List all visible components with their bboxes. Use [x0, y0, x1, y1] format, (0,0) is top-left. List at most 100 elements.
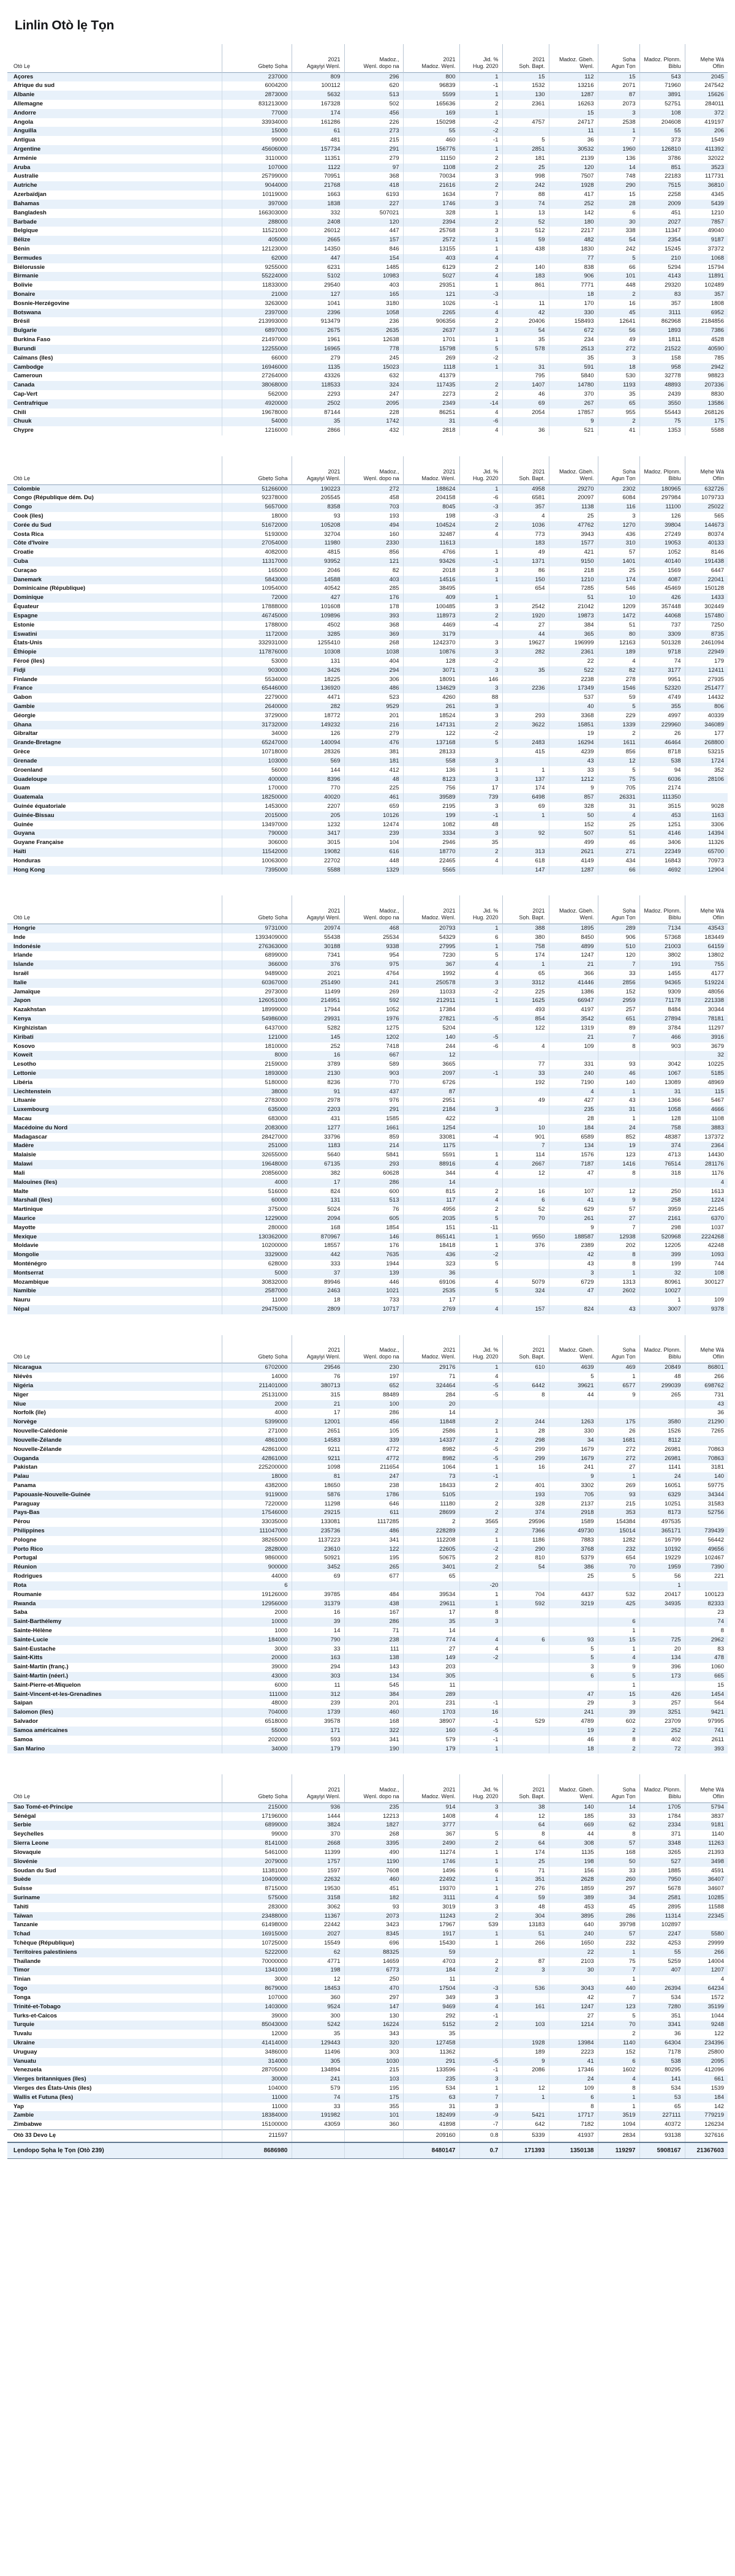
table-row[interactable]: Cuba 11317000 93952 121 93426 -1 1371 9150 1401 4…	[7, 557, 728, 567]
table-row[interactable]: Sainte-Hélène 1000 14 71 14 1 8	[7, 1626, 728, 1636]
table-row[interactable]: Samoa américaines 55000 171 322 160 -5 19 2 252 7…	[7, 1726, 728, 1736]
table-row[interactable]: Saint-Eustache 3000 33 111 27 4 5 1 20 83	[7, 1644, 728, 1654]
table-row[interactable]: Yap 11000 33 355 31 3 8 1 65 142	[7, 2102, 728, 2112]
column-header-avg[interactable]: 2021 Madoz. Wẹnl.	[403, 1335, 460, 1363]
column-header-pop[interactable]: Gbẹtọ Sọha	[222, 456, 292, 484]
table-row[interactable]: Indonésie 276363000 30188 9338 27995 1 758 4899…	[7, 942, 728, 952]
table-row[interactable]: Saba 2000 16 167 17 8 23	[7, 1608, 728, 1618]
table-row[interactable]: Azerbaïdjan 10119000 1663 6193 1634 7 88 417 15 2…	[7, 190, 728, 200]
table-row[interactable]: Salvador 6518000 39578 168 38907 -1 529 4789 602…	[7, 1717, 728, 1727]
table-row[interactable]: Nouvelle-Zélande 4861000 14583 339 14337 2 298…	[7, 1436, 728, 1445]
table-row[interactable]: Zambie 18384000 191982 101 182499 -9 5421 17717…	[7, 2111, 728, 2121]
table-row[interactable]: Congo 5657000 8358 703 8045 -3 357 1138 116 11100…	[7, 503, 728, 512]
table-row[interactable]: Sénégal 17196000 1444 12213 1408 4 12 185 33 1784…	[7, 1812, 728, 1821]
table-row[interactable]: Argentine 45606000 157734 291 156776 1 2851 305…	[7, 145, 728, 154]
table-row[interactable]: Togo 8679000 18453 470 17504 -3 536 3043 440 2639…	[7, 1984, 728, 1994]
table-row[interactable]: Cap-Vert 562000 2293 247 2273 2 46 370 35 2439 883…	[7, 390, 728, 399]
column-header-pub[interactable]: 2021 Agayiyi Wẹnl.	[292, 1335, 345, 1363]
table-row[interactable]: Porto Rico 2828000 23610 122 22605 -2 290 3768 2…	[7, 1545, 728, 1554]
column-header-pub[interactable]: 2021 Agayiyi Wẹnl.	[292, 456, 345, 484]
column-header-stud[interactable]: Madoz. Plọnm. Biblu	[639, 1774, 685, 1803]
table-row[interactable]: Paraguay 7220000 11298 646 11180 2 328 2137 215 1…	[7, 1499, 728, 1509]
column-header-avg[interactable]: 2021 Madoz. Wẹnl.	[403, 456, 460, 484]
table-row[interactable]: Panama 4382000 18650 238 18433 2 401 3302 269 160…	[7, 1481, 728, 1491]
column-header-stud[interactable]: Madoz. Plọnm. Biblu	[639, 44, 685, 72]
table-row[interactable]: Portugal 9860000 50921 195 50675 2 810 5379 654 1…	[7, 1554, 728, 1564]
table-row[interactable]: Salomon (îles) 704000 1739 460 1703 16 241 39 32…	[7, 1708, 728, 1718]
column-header-pub[interactable]: 2021 Agayiyi Wẹnl.	[292, 895, 345, 924]
table-row[interactable]: Australie 25799000 70951 368 70034 3 998 7507 74…	[7, 172, 728, 182]
table-row[interactable]: Pologne 38265000 1137223 341 112208 1 1186 7883…	[7, 1535, 728, 1545]
table-row[interactable]: Féroé (îles) 53000 131 404 128 -2 22 4 74 179	[7, 657, 728, 666]
column-header-pop[interactable]: Gbẹtọ Sọha	[222, 1774, 292, 1803]
column-header-ratio[interactable]: Madoz., Wẹnl. dopo na	[344, 895, 404, 924]
table-row[interactable]: Costa Rica 5193000 32704 160 32487 4 773 3943 43…	[7, 530, 728, 540]
table-row[interactable]: Saint-Martin (franç.) 39000 294 143 203 3 9 396…	[7, 1663, 728, 1672]
column-header-pct[interactable]: Jid. % Hug. 2020	[459, 1335, 503, 1363]
column-header-ratio[interactable]: Madoz., Wẹnl. dopo na	[344, 1335, 404, 1363]
column-header-pion[interactable]: Madoz. Gbeh. Wẹnl.	[549, 895, 598, 924]
table-row[interactable]: Palau 18000 81 247 73 -1 9 1 24 140	[7, 1472, 728, 1482]
table-row[interactable]: Wallis et Futuna (îles) 11000 74 175 63 7 1 6 1 5…	[7, 2093, 728, 2103]
table-row[interactable]: Burkina Faso 21497000 1961 12638 1701 1 35 234 4…	[7, 336, 728, 345]
table-row[interactable]: Gibraltar 34000 126 279 122 -2 19 2 26 177	[7, 729, 728, 739]
column-header-bapt[interactable]: 2021 Sọh. Bapt.	[502, 895, 549, 924]
table-row[interactable]: Botswana 2397000 2396 1058 2265 4 42 330 45 3111 6…	[7, 308, 728, 318]
table-row[interactable]: Madagascar 28427000 33796 859 33081 -4 901 6589…	[7, 1132, 728, 1142]
column-header-pct[interactable]: Jid. % Hug. 2020	[459, 1774, 503, 1803]
table-row[interactable]: Nicaragua 6702000 29546 230 29176 1 610 4639 469…	[7, 1363, 728, 1373]
table-row[interactable]: Vanuatu 314000 305 1030 291 -5 9 41 6 538 2095	[7, 2057, 728, 2066]
column-header-name[interactable]: Otò Lẹ	[7, 1335, 222, 1363]
column-header-pion[interactable]: Madoz. Gbeh. Wẹnl.	[549, 1774, 598, 1803]
table-row[interactable]: Barbade 288000 2408 120 2394 2 52 180 30 2027 7857	[7, 217, 728, 227]
table-row[interactable]: Seychelles 99000 370 268 367 5 8 44 8 371 1140	[7, 1830, 728, 1840]
table-row[interactable]: Bonaire 21000 127 165 121 -3 18 2 83 357	[7, 290, 728, 299]
table-row[interactable]: Haïti 11542000 19082 616 18770 2 313 2621 271 223…	[7, 848, 728, 857]
column-header-bapt[interactable]: 2021 Sọh. Bapt.	[502, 1335, 549, 1363]
table-row[interactable]: Nigéria 211401000 380713 652 324464 -5 6442 396…	[7, 1382, 728, 1391]
table-row[interactable]: Espagne 46745000 109896 393 118973 2 1920 19873…	[7, 611, 728, 621]
table-row[interactable]: Guyana 790000 3417 239 3334 3 92 507 51 4146 14394	[7, 829, 728, 839]
table-row[interactable]: Saint-Martin (néerl.) 43000 303 134 305 6 5 173…	[7, 1672, 728, 1681]
column-header-mem[interactable]: Mẹhe Wá Oflin	[700, 1347, 724, 1360]
table-row[interactable]: Curaçao 165000 2046 82 2018 3 86 218 25 1569 6447	[7, 566, 728, 576]
table-row[interactable]: Groenland 56000 144 412 136 1 1 33 5 94 352	[7, 766, 728, 775]
table-row[interactable]: Niger 25131000 315 88489 284 -5 8 44 9 265 731	[7, 1390, 728, 1400]
table-row[interactable]: Papouasie-Nouvelle-Guinée 9119000 5876 1786…	[7, 1490, 728, 1500]
column-header-stud[interactable]: Madoz. Plọnm. Biblu	[639, 895, 685, 924]
column-header-pion[interactable]: Madoz. Gbeh. Wẹnl.	[549, 44, 598, 72]
table-row[interactable]: Côte d'Ivoire 27054000 11980 2330 11613 183 15…	[7, 539, 728, 549]
table-row[interactable]: Koweït 8000 16 667 12 32	[7, 1051, 728, 1061]
table-row[interactable]: Croatie 4082000 4815 856 4766 1 49 421 57 1052 814…	[7, 548, 728, 557]
column-header-pct[interactable]: Jid. % Hug. 2020	[459, 456, 503, 484]
table-row[interactable]: Birmanie 55224000 5102 10983 5027 4 183 906 101 4…	[7, 272, 728, 282]
table-row[interactable]: Vierges des États-Unis (îles) 104000 579 19…	[7, 2084, 728, 2093]
table-row[interactable]: Chili 19678000 87144 228 86251 4 2054 17857 955 5…	[7, 408, 728, 418]
table-row[interactable]: Zimbabwe 15100000 43059 360 41898 -7 642 7182 10…	[7, 2120, 728, 2130]
table-row[interactable]: Serbie 6899000 3824 1827 3777 64 669 62 2334 9181	[7, 1821, 728, 1831]
table-row[interactable]: Sao Tomé-et-Principe 215000 936 235 914 3 38 14…	[7, 1802, 728, 1812]
table-row[interactable]: Samoa 202000 593 341 579 -1 46 8 402 2611	[7, 1735, 728, 1745]
column-header-cong[interactable]: Sọha Agun Tọn	[598, 1335, 640, 1363]
table-row[interactable]: Norfolk (île) 4000 17 286 14 36	[7, 1409, 728, 1418]
table-row[interactable]: Norvège 5399000 12001 456 11848 2 244 1263 175 35…	[7, 1418, 728, 1428]
table-row[interactable]: Rwanda 12956000 31379 438 29611 1 592 3219 425 34…	[7, 1599, 728, 1609]
table-row[interactable]: Hongrie 9731000 20974 468 20793 1 388 1895 289 71…	[7, 924, 728, 933]
table-row[interactable]: Nouvelle-Calédonie 271000 2651 105 2586 1 28 33…	[7, 1427, 728, 1436]
table-row[interactable]: Slovaquie 5461000 11399 490 11274 1 174 1135 168…	[7, 1848, 728, 1858]
table-row[interactable]: Hong Kong 7395000 5588 1329 5565 147 1287 66 469…	[7, 865, 728, 875]
table-row[interactable]: Guatemala 18250000 40020 461 39589 739 6498 857…	[7, 793, 728, 802]
table-row[interactable]: Liechtenstein 38000 91 437 87 4 1 31 115	[7, 1087, 728, 1097]
table-row[interactable]: Bangladesh 166303000 332 507021 328 1 13 142 6 45…	[7, 208, 728, 218]
table-row[interactable]: Malaisie 32655000 5640 5841 5591 1 114 1576 123 4…	[7, 1151, 728, 1161]
table-row[interactable]: Malte 516000 824 600 815 2 16 107 12 250 1613	[7, 1187, 728, 1197]
table-row[interactable]: Inde 1393409000 55438 25534 54329 6 380 8450 906…	[7, 933, 728, 943]
table-row[interactable]: Soudan du Sud 11381000 1597 7608 1496 6 71 156 3…	[7, 1866, 728, 1876]
table-row[interactable]: Gambie 2640000 282 9529 261 3 40 5 355 806	[7, 702, 728, 712]
table-row[interactable]: Ukraine 41414000 129443 320 127458 1928 13984 1…	[7, 2038, 728, 2048]
table-row[interactable]: Centrafrique 4920000 2502 2095 2349 -14 69 267 6…	[7, 399, 728, 409]
table-row[interactable]: Belgique 11521000 26012 447 25768 3 512 2217 338…	[7, 227, 728, 236]
table-row[interactable]: Équateur 17888000 101608 178 100485 3 2542 2104…	[7, 603, 728, 612]
table-row[interactable]: Libéria 5180000 8236 770 6726 192 7190 140 13089…	[7, 1078, 728, 1088]
table-row[interactable]: Guinée 13497000 1232 12474 1082 48 152 25 1251 33…	[7, 820, 728, 830]
